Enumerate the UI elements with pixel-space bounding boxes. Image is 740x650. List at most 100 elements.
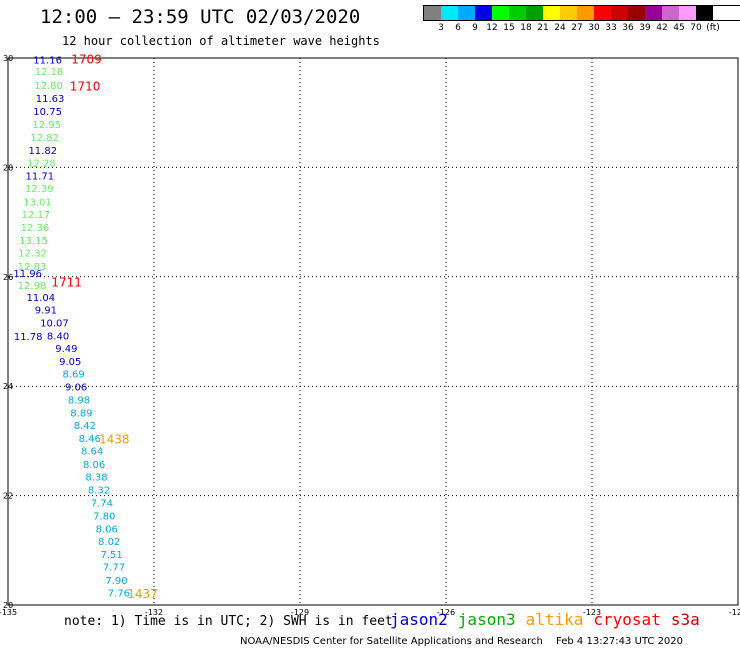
color-swatch-15 [679, 6, 696, 20]
wave-height-label: 8.64 [81, 447, 103, 458]
wave-height-label: 11.04 [26, 293, 55, 304]
x-tick-label: -129 [291, 608, 309, 617]
plot-frame [7, 57, 739, 606]
x-tick-label: -126 [437, 608, 455, 617]
grid-lines [7, 57, 739, 606]
color-scale-unit: (ft) [706, 23, 720, 33]
wave-height-label: 12.17 [22, 210, 51, 221]
color-swatch-12 [628, 6, 645, 20]
axis-ticks: -135 -132 -129 -126 -123 -120 20 22 24 26 28 30 [0, 54, 740, 617]
wave-height-label: 7.90 [105, 576, 127, 587]
wave-height-label: 9.91 [35, 306, 57, 317]
wave-height-label: 8.40 [47, 331, 69, 342]
credit-org: NOAA/NESDIS Center for Satellite Applica… [240, 636, 543, 647]
wave-height-label: 8.06 [96, 524, 118, 535]
color-scale-label: 3 [438, 23, 444, 33]
wave-height-label: 8.02 [98, 537, 120, 548]
satellite-legend: jason2 jason3 altika cryosat s3a [390, 610, 710, 629]
color-scale-label: 12 [486, 23, 498, 33]
legend-jason3: jason3 [457, 610, 516, 629]
y-tick-label: 24 [3, 382, 13, 391]
color-swatch-2 [458, 6, 475, 20]
credit-time: Feb 4 13:27:43 UTC 2020 [556, 636, 684, 647]
wave-height-label: 8.98 [68, 395, 90, 406]
color-swatch-6 [526, 6, 543, 20]
color-swatch-16 [696, 6, 713, 20]
legend-jason2: jason2 [390, 610, 448, 629]
wave-height-label: 12.80 [34, 81, 63, 92]
color-scale-label: 45 [673, 23, 685, 33]
wave-height-label: 7.77 [103, 563, 125, 574]
wave-height-label: 9.49 [55, 344, 77, 355]
y-tick-label: 26 [3, 273, 13, 282]
color-scale-label: 9 [472, 23, 478, 33]
page-title: 12:00 – 23:59 UTC 02/03/2020 [40, 6, 361, 28]
wave-height-label: 12.83 [18, 262, 47, 273]
color-scale-label: 18 [520, 23, 532, 33]
color-scale-label: 30 [588, 23, 600, 33]
y-tick-label: 28 [3, 163, 13, 172]
wave-height-label: 11.78 [14, 332, 43, 343]
wave-height-label: 12.36 [21, 223, 50, 234]
footnote: note: 1) Time is in UTC; 2) SWH is in fe… [64, 614, 393, 629]
wave-height-label: 11.71 [26, 172, 55, 183]
x-tick-label: -135 [0, 608, 17, 617]
pass-time-label: 1437 [127, 587, 158, 601]
color-scale-label: 33 [605, 23, 617, 33]
color-scale-swatches [423, 5, 740, 21]
wave-height-label: 12.32 [18, 249, 47, 260]
pass-time-labels: 1709 1710 1711 1438 1437 [51, 53, 157, 601]
wave-height-label: 8.89 [70, 408, 92, 419]
wave-height-label: 11.82 [28, 146, 57, 157]
wave-height-label: 8.42 [74, 421, 96, 432]
wave-height-label: 12.95 [32, 120, 61, 131]
pass-time-label: 1709 [71, 53, 102, 67]
wave-height-label: 13.01 [23, 197, 52, 208]
x-tick-label: -123 [583, 608, 601, 617]
legend-altika: altika [525, 610, 584, 629]
color-swatch-3 [475, 6, 492, 20]
y-tick-label: 20 [3, 601, 13, 610]
color-scale-label: 27 [571, 23, 583, 33]
wave-height-label: 9.05 [59, 357, 81, 368]
wave-height-label: 12.82 [30, 133, 59, 144]
x-tick-label: -120 [729, 608, 740, 617]
wave-height-label: 8.32 [88, 486, 110, 497]
wave-height-label: 10.07 [40, 319, 69, 330]
color-swatch-13 [645, 6, 662, 20]
wave-height-label: 10.75 [33, 107, 62, 118]
color-scale-label: 24 [554, 23, 566, 33]
pass-time-label: 1711 [51, 275, 82, 289]
wave-height-label: 11.16 [33, 56, 62, 67]
legend-cryosat: cryosat [593, 610, 661, 629]
legend-s3a: s3a [670, 610, 700, 629]
wave-height-label: 9.06 [65, 383, 87, 394]
color-swatch-9 [577, 6, 594, 20]
color-swatch-1 [441, 6, 458, 20]
wave-height-label: 8.46 [79, 434, 101, 445]
wave-height-label: 12.28 [27, 158, 56, 169]
color-scale-label: 6 [455, 23, 461, 33]
color-scale-label: 21 [537, 23, 549, 33]
wave-height-label: 12.39 [25, 184, 54, 195]
color-scale-legend: 3 6 9 12 15 18 21 24 27 30 33 36 39 42 45 70 (ft) [423, 5, 740, 33]
page-subtitle: 12 hour collection of altimeter wave hei… [62, 34, 380, 48]
color-swatch-5 [509, 6, 526, 20]
wave-height-label: 12.98 [18, 281, 47, 292]
color-scale-label: 15 [503, 23, 515, 33]
wave-height-label: 7.51 [100, 550, 122, 561]
color-scale-label: 39 [639, 23, 651, 33]
y-tick-label: 22 [3, 492, 13, 501]
wave-height-label: 12.18 [35, 67, 64, 78]
color-swatch-14 [662, 6, 679, 20]
pass-time-label: 1710 [70, 79, 101, 93]
color-swatch-0 [424, 6, 441, 20]
color-swatch-11 [611, 6, 628, 20]
wave-height-label: 11.63 [36, 94, 65, 105]
wave-height-label: 13.15 [19, 236, 48, 247]
wave-height-label: 7.74 [91, 499, 113, 510]
color-scale-label: 42 [656, 23, 668, 33]
wave-height-label: 8.38 [85, 472, 107, 483]
